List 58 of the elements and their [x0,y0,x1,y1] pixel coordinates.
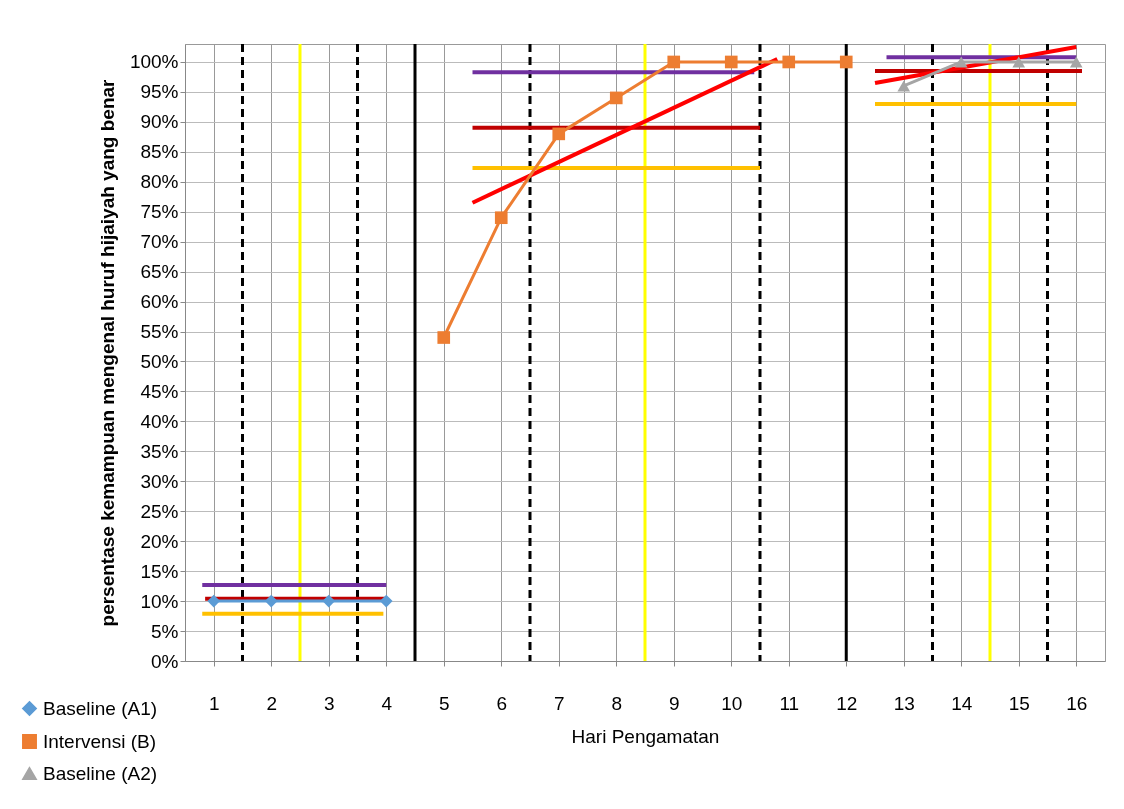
y-tick-label: 45% [140,380,179,402]
y-tick-label: 55% [140,321,179,343]
y-tick-label: 5% [151,620,179,642]
y-tick-label: 35% [140,440,179,462]
point [1069,56,1083,68]
point [954,56,968,68]
legend-label: Baseline (A2) [43,762,158,784]
x-tick-label: 1 [208,692,220,714]
y-tick-label: 10% [140,590,179,612]
point [552,127,566,141]
y-tick-label: 30% [140,470,179,492]
point [322,594,336,608]
y-tick-label: 40% [140,410,179,432]
y-tick-label: 65% [140,261,179,283]
y-tick-label: 50% [140,350,179,372]
point [609,91,623,105]
x-tick-label: 15 [1008,692,1030,714]
point [839,55,853,69]
x-tick-label: 10 [721,692,743,714]
x-tick-label: 4 [381,692,393,714]
x-tick-label: 14 [951,692,973,714]
y-tick-label: 0% [151,650,179,672]
point [379,594,393,608]
x-tick-label: 16 [1066,692,1088,714]
y-tick-label: 90% [140,111,179,133]
x-tick-label: 8 [611,692,623,714]
point [264,594,278,608]
y-tick-label: 95% [140,81,179,103]
legend-label: Baseline (A1) [43,697,158,719]
x-tick-label: 5 [438,692,450,714]
y-tick-label: 100% [129,51,179,73]
x-tick-label: 9 [668,692,680,714]
point [897,80,911,92]
x-tick-label: 6 [496,692,508,714]
x-axis-title: Hari Pengamatan [571,725,720,747]
point [782,55,796,69]
x-tick-label: 7 [553,692,565,714]
x-tick-label: 11 [779,692,800,714]
point [1012,56,1026,68]
legend-label: Intervensi (B) [43,730,156,752]
y-tick-label: 15% [140,560,179,582]
point [494,211,508,225]
y-tick-label: 80% [140,171,179,193]
y-tick-label: 70% [140,231,179,253]
y-tick-label: 75% [140,201,179,223]
point [207,594,221,608]
y-tick-label: 20% [140,530,179,552]
y-axis-title: persentase kemampuan mengenal huruf hijaiyah yang benar [96,78,118,627]
x-tick-label: 3 [323,692,335,714]
y-tick-label: 85% [140,141,179,163]
y-tick-label: 60% [140,291,179,313]
point [724,55,738,69]
x-tick-label: 12 [836,692,858,714]
x-tick-label: 2 [266,692,278,714]
point [437,331,451,344]
x-tick-label: 13 [893,692,915,714]
point [667,55,681,69]
y-tick-label: 25% [140,500,179,522]
